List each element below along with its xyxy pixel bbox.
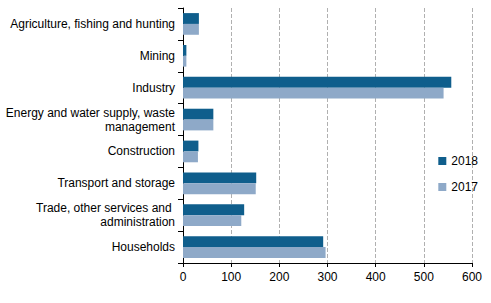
- svg-text:Trade, other services and: Trade, other services and: [36, 201, 175, 215]
- svg-text:management: management: [102, 120, 176, 134]
- svg-text:administration: administration: [100, 215, 175, 229]
- svg-text:100: 100: [221, 270, 241, 284]
- svg-text:300: 300: [317, 270, 337, 284]
- svg-text:Energy and water supply, waste: Energy and water supply, waste: [6, 106, 176, 120]
- svg-text:Construction: Construction: [108, 144, 175, 158]
- svg-text:600: 600: [462, 270, 482, 284]
- svg-text:400: 400: [366, 270, 386, 284]
- svg-text:Mining: Mining: [140, 49, 175, 63]
- svg-text:Transport and storage: Transport and storage: [57, 176, 175, 190]
- svg-text:2017: 2017: [451, 180, 478, 194]
- svg-text:2018: 2018: [451, 154, 478, 168]
- svg-text:0: 0: [180, 270, 187, 284]
- svg-text:500: 500: [414, 270, 434, 284]
- svg-text:Industry: Industry: [132, 81, 175, 95]
- svg-text:Households: Households: [112, 240, 175, 254]
- svg-text:Agriculture, fishing and hunti: Agriculture, fishing and hunting: [10, 17, 175, 31]
- svg-text:200: 200: [269, 270, 289, 284]
